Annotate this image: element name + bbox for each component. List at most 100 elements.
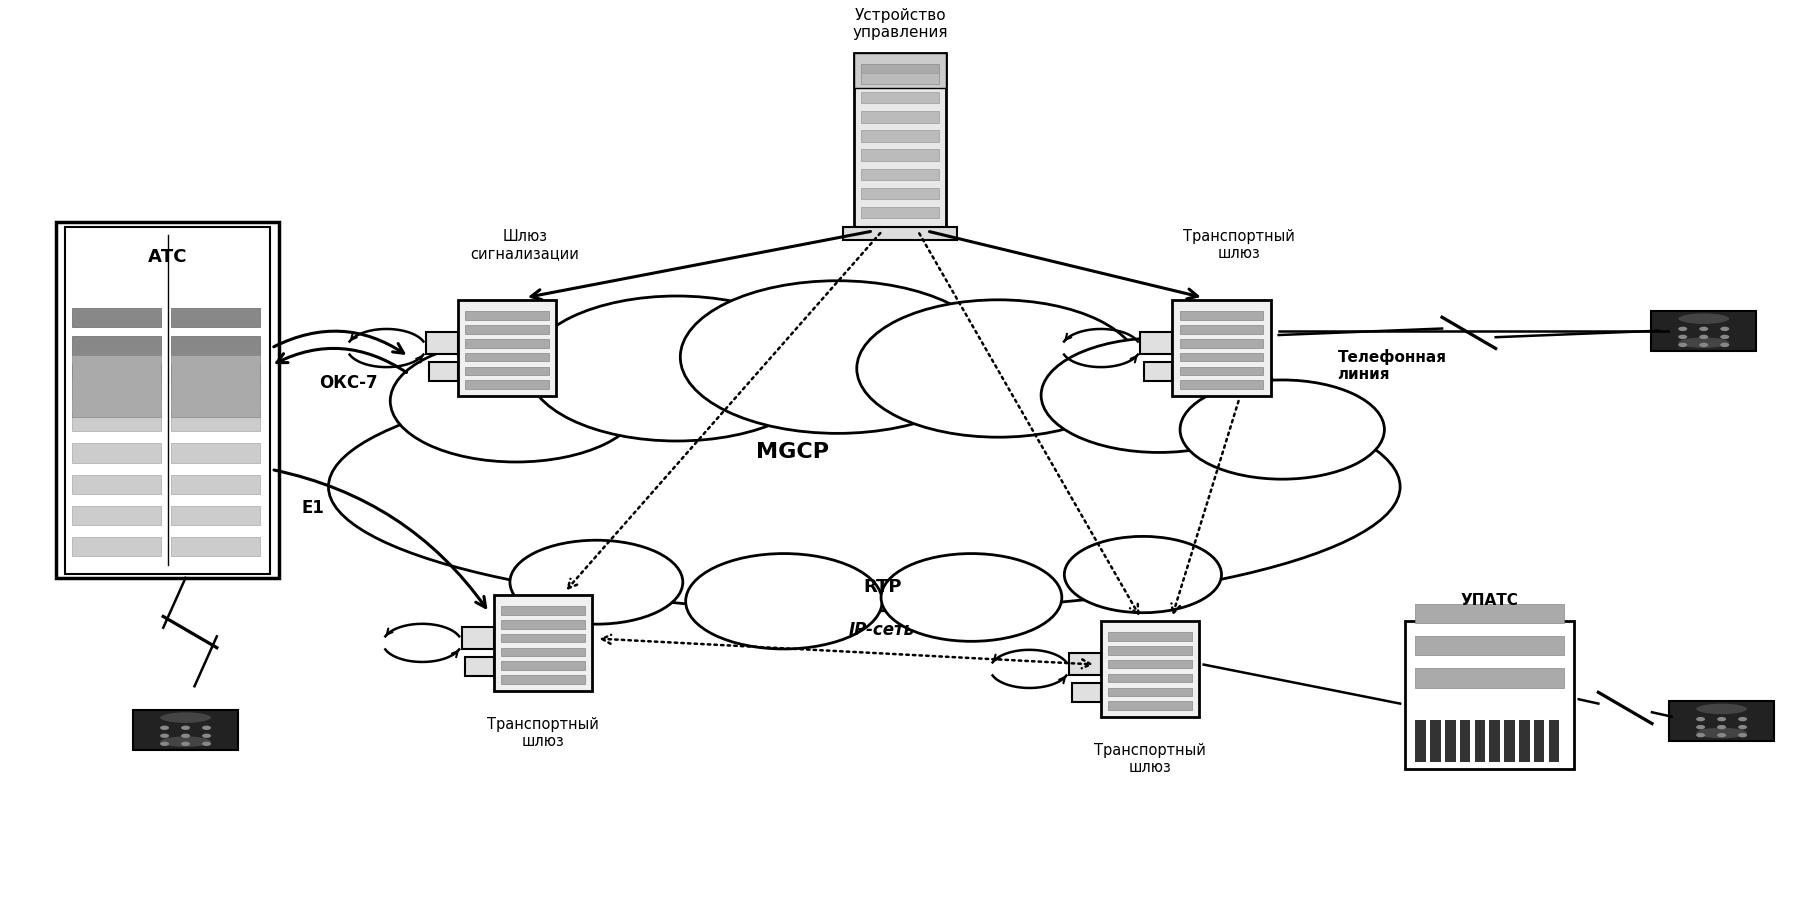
Bar: [464, 353, 549, 361]
Bar: [1669, 701, 1775, 741]
Circle shape: [182, 733, 191, 738]
Bar: [171, 336, 259, 355]
Bar: [171, 537, 259, 556]
Bar: [1102, 622, 1199, 716]
Bar: [1474, 721, 1485, 762]
Ellipse shape: [1696, 727, 1748, 739]
Bar: [500, 634, 585, 642]
Circle shape: [880, 553, 1062, 642]
FancyBboxPatch shape: [65, 227, 270, 573]
Bar: [1445, 721, 1456, 762]
Bar: [1073, 683, 1102, 703]
Bar: [72, 443, 160, 462]
Circle shape: [182, 742, 191, 746]
Bar: [1179, 380, 1264, 389]
Circle shape: [1717, 725, 1726, 729]
Text: УПАТС: УПАТС: [1460, 593, 1519, 608]
Bar: [461, 627, 493, 649]
Text: IP-сеть: IP-сеть: [850, 621, 914, 639]
Bar: [72, 475, 160, 494]
Ellipse shape: [158, 712, 212, 723]
Circle shape: [686, 553, 882, 649]
Circle shape: [202, 742, 211, 746]
Circle shape: [1699, 343, 1708, 347]
Circle shape: [1739, 725, 1748, 729]
Bar: [500, 675, 585, 684]
Circle shape: [1721, 335, 1730, 339]
Bar: [1431, 721, 1440, 762]
Bar: [853, 53, 947, 227]
Bar: [1109, 673, 1192, 682]
Bar: [500, 662, 585, 670]
Circle shape: [1064, 536, 1222, 612]
Circle shape: [509, 541, 682, 624]
Bar: [1109, 660, 1192, 669]
Bar: [860, 207, 940, 218]
Bar: [1172, 300, 1271, 396]
Bar: [464, 367, 549, 375]
Bar: [133, 710, 238, 750]
Circle shape: [1739, 717, 1748, 722]
Bar: [500, 648, 585, 656]
Text: АТС: АТС: [148, 248, 187, 267]
Bar: [842, 227, 958, 239]
Bar: [1460, 721, 1471, 762]
Text: MGCP: MGCP: [756, 442, 830, 462]
Circle shape: [1721, 343, 1730, 347]
Bar: [464, 657, 493, 676]
Bar: [500, 606, 585, 615]
Bar: [860, 64, 940, 85]
Text: Телефонная
линия: Телефонная линия: [1337, 349, 1447, 382]
Bar: [1489, 721, 1499, 762]
Bar: [72, 355, 160, 418]
Bar: [1109, 632, 1192, 641]
Circle shape: [1717, 733, 1726, 737]
Text: Транспортный
шлюз: Транспортный шлюз: [1094, 743, 1206, 775]
Bar: [1139, 332, 1172, 354]
Circle shape: [160, 742, 169, 746]
Circle shape: [1678, 343, 1687, 347]
Bar: [171, 381, 259, 400]
Bar: [860, 149, 940, 161]
Bar: [1179, 339, 1264, 348]
Circle shape: [1699, 327, 1708, 331]
Bar: [1179, 353, 1264, 361]
Ellipse shape: [1678, 337, 1730, 349]
Ellipse shape: [1678, 313, 1730, 325]
Circle shape: [1678, 327, 1687, 331]
Bar: [72, 506, 160, 525]
Bar: [427, 332, 457, 354]
Circle shape: [1717, 717, 1726, 722]
Circle shape: [1739, 733, 1748, 737]
Circle shape: [1699, 335, 1708, 339]
Bar: [171, 412, 259, 431]
Text: ОКС-7: ОКС-7: [320, 374, 378, 391]
Bar: [430, 362, 457, 381]
Bar: [72, 537, 160, 556]
Bar: [1519, 721, 1530, 762]
Circle shape: [1696, 725, 1705, 729]
Bar: [500, 620, 585, 629]
Circle shape: [391, 340, 643, 462]
Text: Устройство
управления: Устройство управления: [851, 8, 949, 40]
Circle shape: [857, 299, 1139, 437]
Bar: [1505, 721, 1516, 762]
Bar: [860, 73, 940, 85]
Bar: [72, 381, 160, 400]
Bar: [1179, 325, 1264, 334]
Text: RTP: RTP: [862, 578, 902, 595]
Bar: [860, 111, 940, 123]
Bar: [1415, 636, 1564, 655]
Bar: [171, 355, 259, 418]
Ellipse shape: [1696, 703, 1748, 715]
Bar: [860, 168, 940, 180]
Circle shape: [160, 733, 169, 738]
Bar: [860, 130, 940, 142]
Circle shape: [160, 725, 169, 730]
Bar: [1415, 603, 1564, 622]
Bar: [853, 53, 947, 88]
Bar: [171, 506, 259, 525]
Text: Транспортный
шлюз: Транспортный шлюз: [486, 716, 599, 749]
Bar: [1069, 653, 1102, 675]
Bar: [493, 595, 592, 691]
